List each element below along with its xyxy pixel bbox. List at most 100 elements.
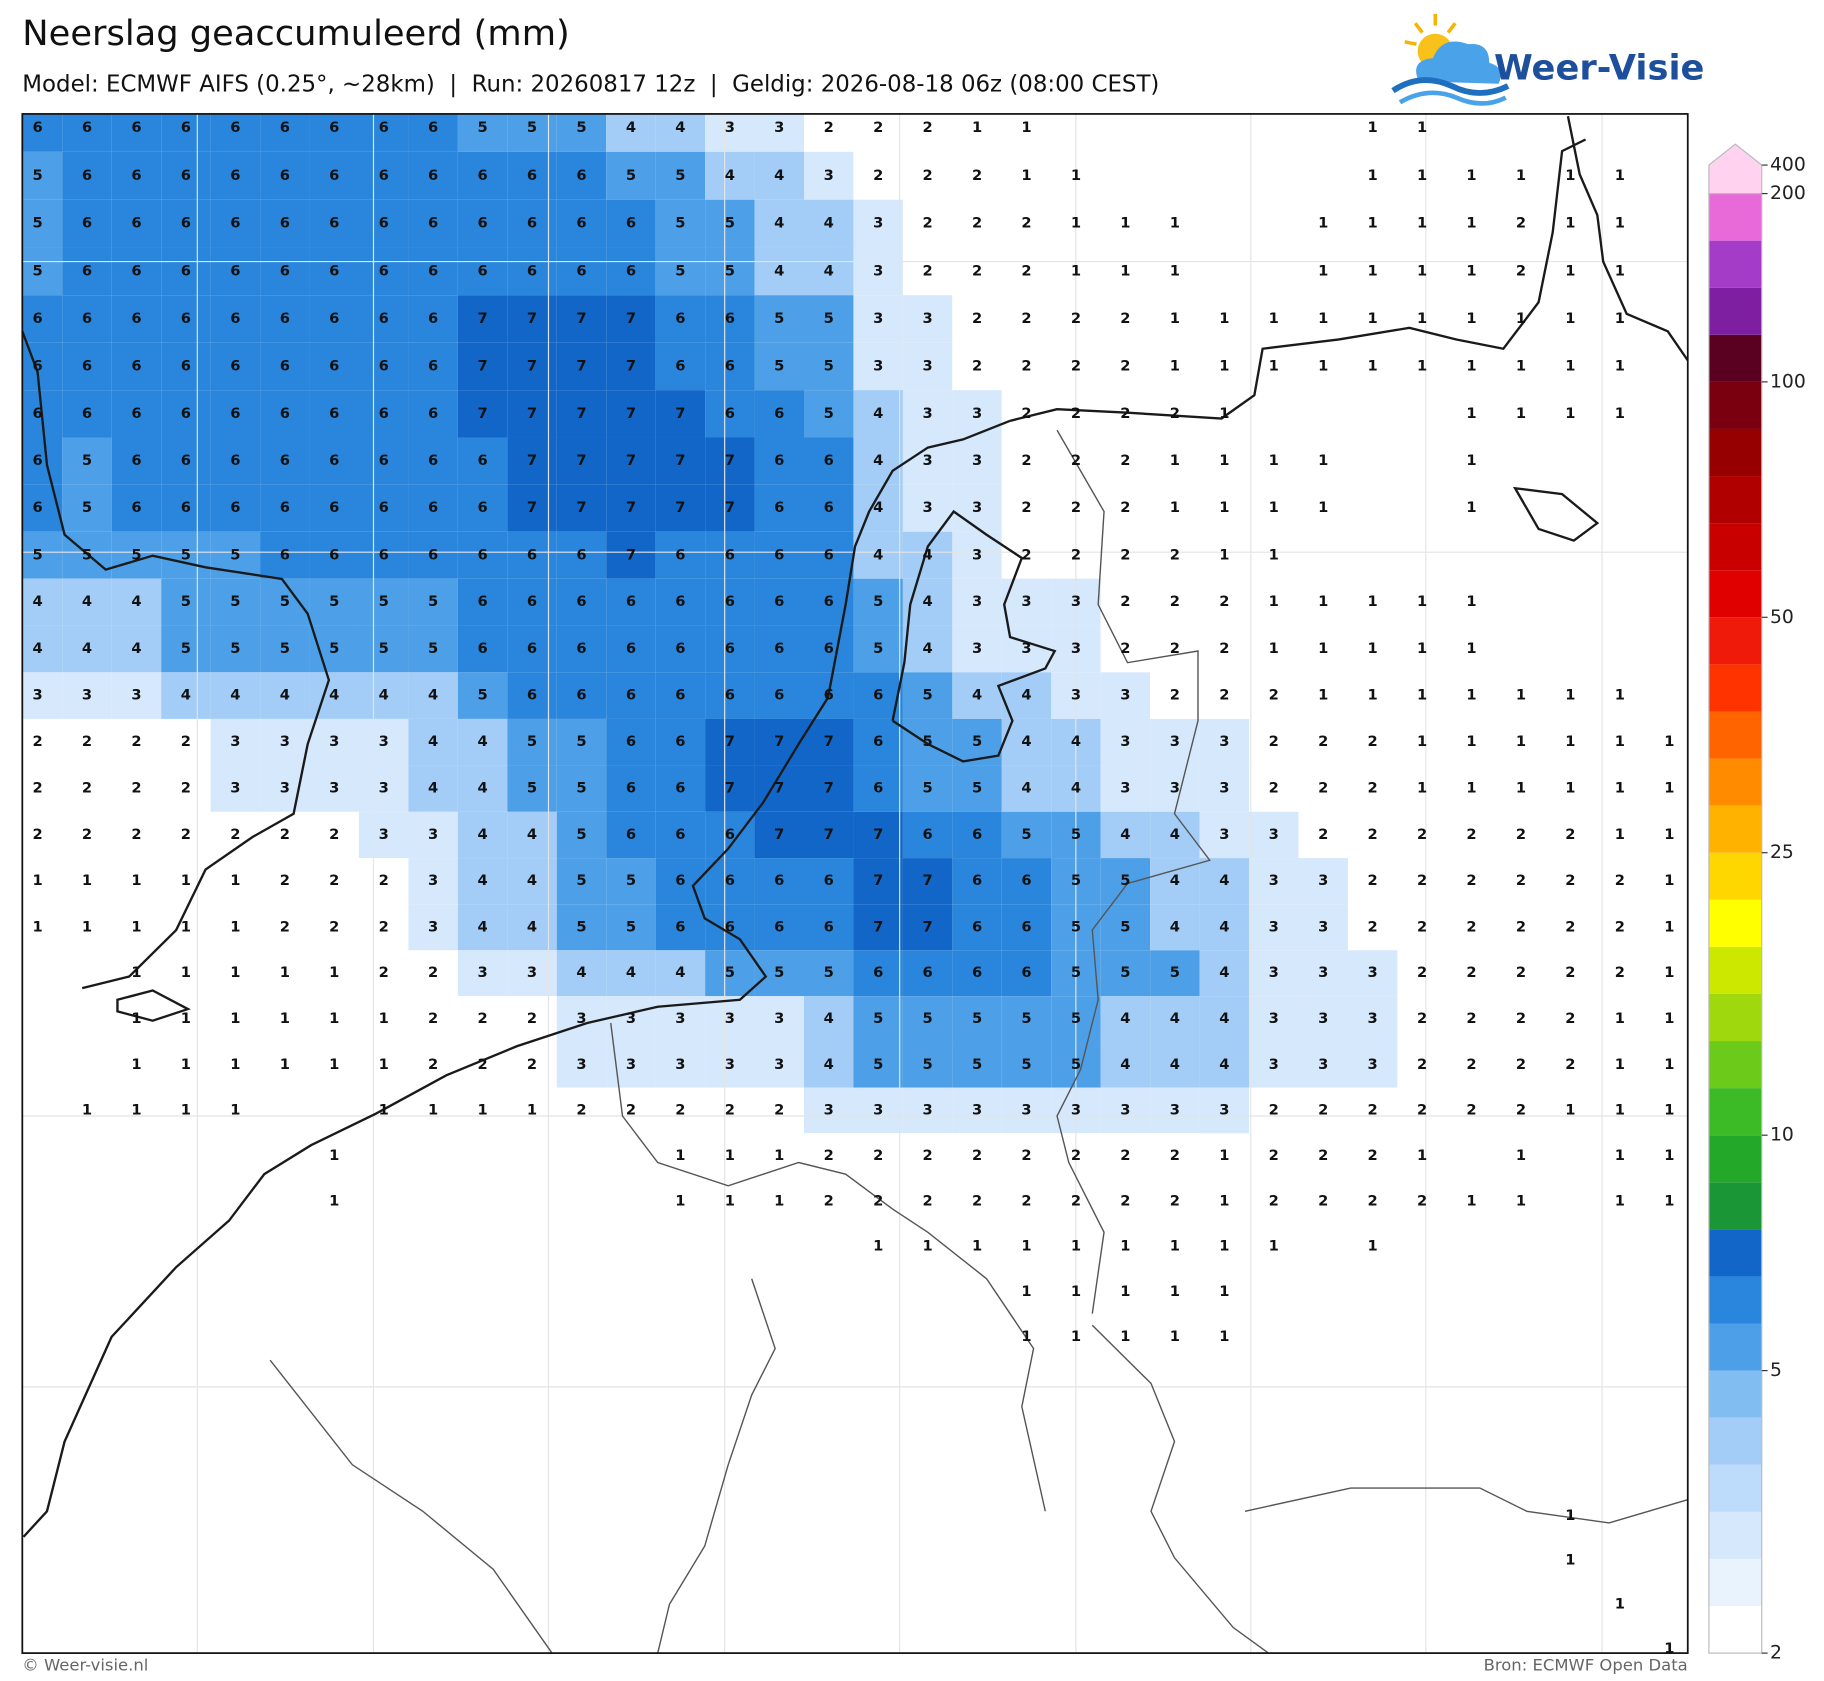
grid-value-label: 3 bbox=[1269, 964, 1279, 981]
grid-value-label: 5 bbox=[873, 1010, 883, 1027]
grid-value-label: 6 bbox=[477, 167, 487, 184]
heat-cell bbox=[210, 578, 261, 626]
grid-value-label: 2 bbox=[1417, 826, 1427, 843]
heat-cell bbox=[161, 718, 211, 766]
heat-cell bbox=[22, 484, 63, 532]
heat-cell bbox=[1100, 625, 1151, 673]
grid-value-label: 4 bbox=[527, 918, 537, 935]
grid-value-label: 6 bbox=[824, 546, 834, 563]
heat-cell bbox=[804, 390, 854, 438]
heat-cell bbox=[655, 718, 706, 766]
grid-value-label: 7 bbox=[626, 405, 636, 422]
grid-value-label: 2 bbox=[527, 1010, 537, 1027]
heat-cell bbox=[754, 996, 805, 1042]
grid-value-label: 2 bbox=[1021, 546, 1031, 563]
grid-value-label: 6 bbox=[972, 918, 982, 935]
grid-value-label: 6 bbox=[527, 262, 537, 279]
grid-value-label: 4 bbox=[873, 546, 883, 563]
grid-value-label: 1 bbox=[1664, 1640, 1674, 1657]
heat-cell bbox=[1397, 1087, 1447, 1134]
heat-cell bbox=[606, 531, 656, 579]
grid-value-label: 2 bbox=[873, 1147, 883, 1164]
heat-cell bbox=[1496, 1041, 1546, 1088]
grid-value-label: 1 bbox=[1466, 1192, 1476, 1209]
colorbar-band bbox=[1708, 287, 1762, 335]
grid-value-label: 2 bbox=[1170, 546, 1180, 563]
grid-value-label: 5 bbox=[527, 733, 537, 750]
heat-cell bbox=[804, 247, 854, 296]
heat-cell bbox=[952, 199, 1002, 248]
heat-cell bbox=[22, 437, 63, 485]
grid-value-label: 4 bbox=[1219, 918, 1229, 935]
heat-cell bbox=[853, 858, 903, 905]
grid-value-label: 2 bbox=[1466, 1010, 1476, 1027]
grid-value-label: 6 bbox=[824, 918, 834, 935]
heat-cell bbox=[902, 996, 953, 1042]
grid-value-label: 6 bbox=[230, 167, 240, 184]
grid-value-label: 2 bbox=[1071, 546, 1081, 563]
grid-value-label: 3 bbox=[428, 826, 438, 843]
grid-value-label: 6 bbox=[527, 593, 537, 610]
heat-cell bbox=[358, 531, 409, 579]
grid-value-label: 2 bbox=[1368, 733, 1378, 750]
grid-value-label: 5 bbox=[280, 593, 290, 610]
colorbar-band bbox=[1708, 1511, 1762, 1559]
grid-value-label: 1 bbox=[1368, 262, 1378, 279]
grid-value-label: 4 bbox=[725, 167, 735, 184]
grid-value-label: 3 bbox=[230, 780, 240, 797]
heat-cell bbox=[556, 765, 607, 812]
heat-cell bbox=[606, 811, 656, 859]
grid-value-label: 3 bbox=[1120, 1102, 1130, 1119]
grid-value-label: 3 bbox=[1318, 1010, 1328, 1027]
grid-value-label: 6 bbox=[181, 499, 191, 516]
heat-cell bbox=[952, 437, 1002, 485]
heat-cell bbox=[1150, 672, 1200, 719]
heat-cell bbox=[606, 578, 656, 626]
grid-value-label: 6 bbox=[329, 262, 339, 279]
heat-cell bbox=[606, 390, 656, 438]
grid-value-label: 4 bbox=[477, 872, 487, 889]
grid-value-label: 6 bbox=[626, 215, 636, 232]
heat-cell bbox=[556, 247, 607, 296]
grid-value-label: 1 bbox=[477, 1102, 487, 1119]
grid-value-label: 6 bbox=[230, 405, 240, 422]
heat-cell bbox=[1347, 1133, 1398, 1179]
grid-value-label: 2 bbox=[280, 918, 290, 935]
heat-cell bbox=[408, 295, 458, 343]
heat-cell bbox=[1100, 950, 1151, 997]
grid-value-label: 2 bbox=[1368, 780, 1378, 797]
grid-value-label: 2 bbox=[1565, 918, 1575, 935]
grid-value-label: 3 bbox=[972, 640, 982, 657]
grid-value-label: 2 bbox=[1021, 499, 1031, 516]
heat-cell bbox=[606, 342, 656, 391]
grid-value-label: 2 bbox=[1120, 1147, 1130, 1164]
colorbar-tick-label: 100 bbox=[1770, 371, 1806, 392]
heat-cell bbox=[754, 295, 805, 343]
grid-value-label: 6 bbox=[329, 452, 339, 469]
heat-cell bbox=[22, 151, 63, 200]
heat-cell bbox=[606, 718, 656, 766]
grid-value-label: 2 bbox=[1417, 1010, 1427, 1027]
grid-value-label: 7 bbox=[477, 310, 487, 327]
grid-value-label: 1 bbox=[1565, 1507, 1575, 1524]
grid-value-label: 2 bbox=[1269, 1102, 1279, 1119]
heat-cell bbox=[1199, 765, 1250, 812]
grid-value-label: 2 bbox=[1021, 405, 1031, 422]
grid-value-label: 1 bbox=[774, 1192, 784, 1209]
heat-cell bbox=[1150, 904, 1200, 951]
grid-value-label: 5 bbox=[428, 640, 438, 657]
heat-cell bbox=[606, 904, 656, 951]
grid-value-label: 3 bbox=[1021, 640, 1031, 657]
grid-value-label: 2 bbox=[1516, 964, 1526, 981]
grid-value-label: 1 bbox=[379, 1056, 389, 1073]
grid-value-label: 1 bbox=[1565, 1102, 1575, 1119]
heat-cell bbox=[1397, 1178, 1447, 1225]
colorbar-band bbox=[1708, 1135, 1762, 1183]
heat-cell bbox=[952, 390, 1002, 438]
grid-value-label: 6 bbox=[329, 119, 339, 136]
heat-cell bbox=[161, 531, 211, 579]
grid-value-label: 2 bbox=[972, 1192, 982, 1209]
grid-value-label: 1 bbox=[1565, 262, 1575, 279]
heat-cell bbox=[408, 531, 458, 579]
grid-value-label: 3 bbox=[1071, 1102, 1081, 1119]
